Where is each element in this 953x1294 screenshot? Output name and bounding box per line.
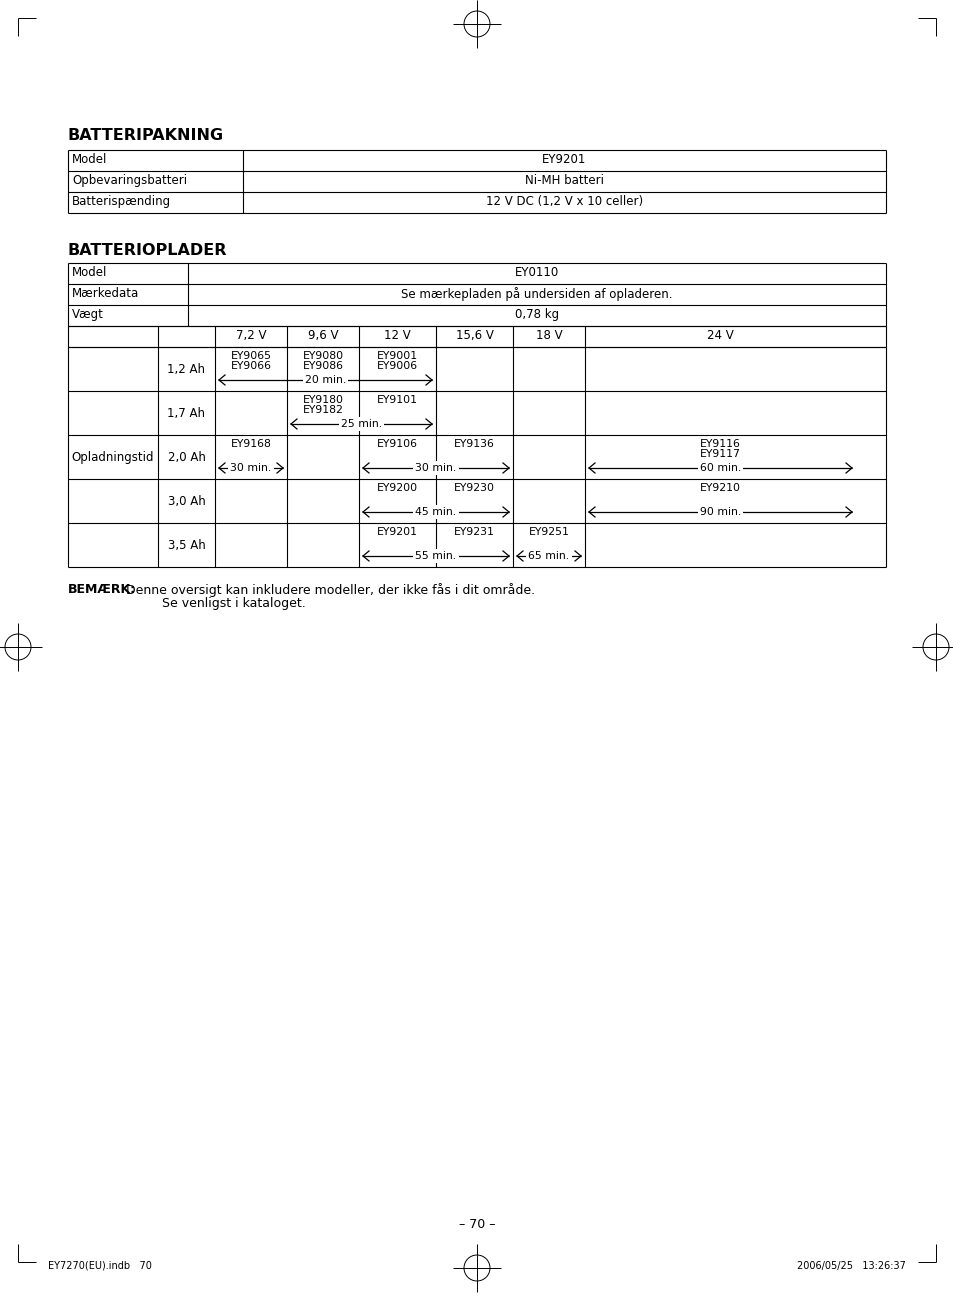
Text: EY9200: EY9200 [376,483,417,493]
Text: EY9136: EY9136 [454,439,495,449]
Text: BATTERIOPLADER: BATTERIOPLADER [68,243,227,258]
Text: 45 min.: 45 min. [415,507,456,518]
Text: Batterispænding: Batterispænding [71,195,171,208]
Text: 30 min.: 30 min. [415,463,456,474]
Text: EY9201: EY9201 [376,527,417,537]
Text: Ni-MH batteri: Ni-MH batteri [524,173,603,188]
Text: – 70 –: – 70 – [458,1218,495,1231]
Text: EY9251: EY9251 [528,527,569,537]
Text: EY9117: EY9117 [700,449,740,459]
Text: EY9230: EY9230 [454,483,495,493]
Text: 1,2 Ah: 1,2 Ah [168,362,205,375]
Text: 2006/05/25   13:26:37: 2006/05/25 13:26:37 [797,1260,905,1271]
Text: 12 V DC (1,2 V x 10 celler): 12 V DC (1,2 V x 10 celler) [485,195,642,208]
Text: 25 min.: 25 min. [340,419,381,430]
Text: 1,7 Ah: 1,7 Ah [168,406,205,419]
Text: 90 min.: 90 min. [700,507,740,518]
Text: EY9106: EY9106 [376,439,417,449]
Text: 12 V: 12 V [384,329,411,342]
Text: 65 min.: 65 min. [528,551,569,562]
Text: EY9116: EY9116 [700,439,740,449]
Text: BEMÆRK:: BEMÆRK: [68,584,136,597]
Text: Model: Model [71,153,108,166]
Text: EY9210: EY9210 [700,483,740,493]
Text: 55 min.: 55 min. [415,551,456,562]
Text: BATTERIPAKNING: BATTERIPAKNING [68,128,224,144]
Text: EY7270(EU).indb   70: EY7270(EU).indb 70 [48,1260,152,1271]
Text: 0,78 kg: 0,78 kg [515,308,558,321]
Text: Model: Model [71,267,108,280]
Text: Se mærkepladen på undersiden af opladeren.: Se mærkepladen på undersiden af opladere… [401,287,672,302]
Text: EY9201: EY9201 [541,153,586,166]
Text: 3,5 Ah: 3,5 Ah [168,538,205,551]
Text: EY9180: EY9180 [302,395,343,405]
Text: Opbevaringsbatteri: Opbevaringsbatteri [71,173,187,188]
Text: 7,2 V: 7,2 V [235,329,266,342]
Text: Mærkedata: Mærkedata [71,287,139,300]
Text: EY9168: EY9168 [231,439,272,449]
Text: EY9080: EY9080 [302,351,343,361]
Text: 2,0 Ah: 2,0 Ah [168,450,205,463]
Text: 24 V: 24 V [706,329,733,342]
Text: 20 min.: 20 min. [305,375,346,386]
Text: 15,6 V: 15,6 V [456,329,493,342]
Text: EY9006: EY9006 [376,361,417,371]
Text: Se venligst i kataloget.: Se venligst i kataloget. [122,597,305,609]
Text: 60 min.: 60 min. [700,463,740,474]
Text: Denne oversigt kan inkludere modeller, der ikke fås i dit område.: Denne oversigt kan inkludere modeller, d… [122,584,535,597]
Text: 3,0 Ah: 3,0 Ah [168,494,205,507]
Text: EY9231: EY9231 [454,527,495,537]
Text: EY9086: EY9086 [302,361,343,371]
Text: EY9066: EY9066 [231,361,272,371]
Text: EY9182: EY9182 [302,405,343,415]
Text: 30 min.: 30 min. [230,463,272,474]
Text: EY0110: EY0110 [515,267,558,280]
Text: EY9001: EY9001 [376,351,417,361]
Text: 18 V: 18 V [536,329,561,342]
Text: 9,6 V: 9,6 V [308,329,338,342]
Text: EY9101: EY9101 [376,395,417,405]
Text: Vægt: Vægt [71,308,104,321]
Text: EY9065: EY9065 [231,351,272,361]
Text: Opladningstid: Opladningstid [71,450,153,463]
